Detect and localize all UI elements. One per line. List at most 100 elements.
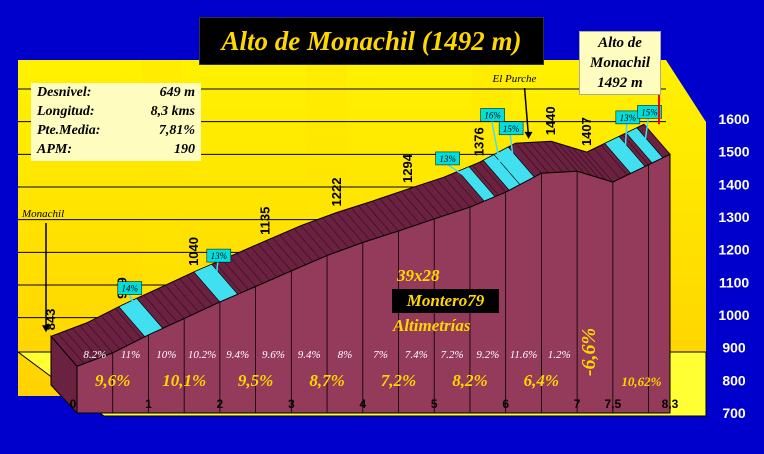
km-gradient-label: 9,6% bbox=[95, 371, 130, 390]
side-stripe bbox=[429, 181, 456, 213]
stat-value: 649 m bbox=[159, 85, 195, 100]
credit-author-box: Montero79 bbox=[392, 289, 499, 313]
x-tick-label: 7,5 bbox=[604, 397, 621, 411]
y-tick-label: 700 bbox=[722, 405, 746, 421]
credit-size: 39x28 bbox=[397, 266, 440, 285]
side-stripe bbox=[593, 148, 621, 179]
km-gradient-label: 10,62% bbox=[621, 374, 661, 389]
elevation-label: 1294 bbox=[400, 153, 415, 183]
side-stripe bbox=[143, 294, 171, 326]
elevation-label: 1222 bbox=[329, 178, 344, 207]
side-stripe bbox=[558, 143, 585, 174]
x-tick-label: 7 bbox=[574, 397, 581, 411]
place-arrow-head bbox=[42, 325, 50, 333]
y-tick-label: 1300 bbox=[718, 209, 749, 225]
steep-callout-line bbox=[215, 261, 219, 284]
steep-callout-label: 15% bbox=[503, 124, 520, 134]
side-stripe bbox=[586, 151, 614, 183]
steep-callout-box bbox=[117, 281, 143, 295]
side-stripe bbox=[600, 144, 628, 176]
segment-gradient-label: 10.2% bbox=[188, 349, 216, 361]
steep-callout-label: 14% bbox=[122, 284, 139, 294]
segment-gradient-label: 7.2% bbox=[441, 349, 464, 361]
place-label: El Purche bbox=[492, 73, 537, 85]
stats-panel: Desnivel: 649 m Longitud: 8,3 kms Pte.Me… bbox=[31, 83, 201, 161]
side-stripe bbox=[407, 188, 435, 220]
elevation-label: 1440 bbox=[543, 106, 558, 135]
km-gradient-label: 7,2% bbox=[381, 371, 416, 390]
segment-gradient-label: 7.4% bbox=[405, 349, 428, 361]
y-tick-label: 1100 bbox=[719, 274, 750, 290]
side-stripe bbox=[307, 222, 335, 254]
side-stripe bbox=[343, 209, 371, 241]
steep-callout-box bbox=[480, 108, 505, 122]
side-stripe bbox=[386, 195, 414, 227]
side-stripe bbox=[622, 134, 649, 165]
y-tick-label: 1400 bbox=[718, 176, 749, 192]
side-stripe bbox=[79, 325, 106, 356]
side-stripe bbox=[565, 145, 592, 176]
elevation-label: 1135 bbox=[257, 207, 272, 235]
side-stripe bbox=[543, 141, 571, 172]
side-stripe bbox=[436, 179, 464, 210]
side-stripe bbox=[329, 214, 356, 246]
side-stripe bbox=[379, 198, 406, 229]
side-stripe bbox=[250, 246, 278, 278]
side-stripe bbox=[107, 311, 135, 343]
side-stripe bbox=[372, 200, 399, 232]
y-tick-label: 1000 bbox=[718, 307, 749, 323]
side-stripe bbox=[172, 281, 199, 313]
km-gradient-label: 10,1% bbox=[162, 371, 206, 390]
segment-gradient-label: 9.6% bbox=[262, 349, 285, 361]
km-gradient-label: 9,5% bbox=[238, 371, 273, 390]
side-stripe bbox=[472, 164, 499, 196]
side-stripe bbox=[579, 149, 606, 181]
y-tick-label: 1600 bbox=[718, 111, 749, 127]
x-tick-label: 8,3 bbox=[662, 397, 679, 411]
side-stripe bbox=[322, 217, 349, 248]
place-arrow-head bbox=[524, 131, 533, 139]
side-stripe bbox=[186, 275, 214, 306]
steep-callout-box bbox=[206, 248, 232, 263]
side-stripe bbox=[93, 319, 121, 350]
profile-front-face bbox=[76, 153, 671, 414]
steep-callout-line bbox=[128, 293, 142, 318]
elevation-label: 1407 bbox=[579, 117, 594, 146]
summit-label-line1: Alto de bbox=[598, 35, 642, 51]
elevation-label: 1040 bbox=[186, 237, 201, 266]
y-tick-label: 900 bbox=[722, 340, 746, 356]
side-stripe bbox=[57, 333, 85, 364]
steep-callout-box bbox=[435, 151, 460, 166]
y-tick-label: 1500 bbox=[718, 144, 749, 160]
segment-gradient-label: 11% bbox=[121, 349, 140, 361]
elevation-label: 1376 bbox=[472, 127, 487, 156]
y-tick-label: 1200 bbox=[718, 242, 749, 258]
steep-callout-line bbox=[490, 120, 503, 173]
stat-label: Desnivel: bbox=[37, 85, 92, 100]
side-stripe bbox=[115, 308, 142, 339]
side-stripe bbox=[86, 322, 113, 354]
segment-gradient-label: 11.6% bbox=[510, 349, 538, 361]
steep-callout-label: 13% bbox=[211, 251, 228, 261]
side-stripe bbox=[529, 142, 556, 173]
x-tick-label: 3 bbox=[288, 397, 295, 411]
segment-gradient-label: 9.4% bbox=[298, 349, 321, 361]
side-stripe bbox=[393, 193, 421, 225]
side-stripe bbox=[572, 147, 599, 178]
stat-row-desnivel: Desnivel: 649 m bbox=[37, 83, 195, 102]
stat-label: APM: bbox=[37, 142, 72, 157]
stat-label: Pte.Media: bbox=[37, 123, 101, 138]
side-stripe bbox=[515, 142, 542, 174]
segment-gradient-label: 8% bbox=[338, 349, 353, 361]
side-stripe bbox=[150, 291, 178, 323]
side-stripe bbox=[536, 141, 564, 173]
stat-value: 190 bbox=[174, 142, 195, 157]
side-stripe bbox=[165, 285, 192, 316]
stat-row-pendiente-media: Pte.Media: 7,81% bbox=[37, 121, 195, 140]
x-tick-label: 4 bbox=[359, 397, 366, 411]
side-stripe bbox=[279, 234, 306, 265]
y-tick-label: 800 bbox=[722, 372, 746, 388]
segment-gradient-label: 10% bbox=[156, 349, 176, 361]
side-stripe bbox=[450, 173, 478, 205]
